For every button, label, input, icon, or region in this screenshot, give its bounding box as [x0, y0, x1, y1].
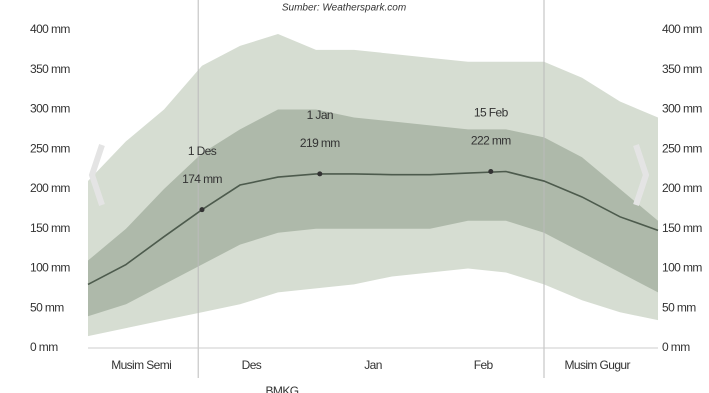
y2-tick-label: 0 mm — [662, 340, 690, 354]
annotation-value: 174 mm — [182, 172, 222, 186]
annotation-date: 1 Jan — [307, 108, 333, 122]
y2-tick-label: 300 mm — [662, 102, 702, 116]
y-tick-label: 0 mm — [30, 340, 58, 354]
y-tick-label: 250 mm — [30, 141, 70, 155]
x-tick-label: Musim Gugur — [564, 358, 630, 372]
annotation-point — [199, 207, 205, 213]
y2-tick-label: 100 mm — [662, 261, 702, 275]
annotation-value: 222 mm — [471, 134, 511, 148]
nav-left — [88, 144, 105, 206]
x-tick-label: Feb — [474, 358, 494, 372]
y-tick-label: 300 mm — [30, 102, 70, 116]
chart-footer: BMKG — [266, 384, 299, 393]
x-tick-label: Musim Semi — [111, 358, 171, 372]
x-tick-label: Des — [242, 358, 262, 372]
y-tick-label: 100 mm — [30, 261, 70, 275]
annotation-point — [317, 171, 323, 177]
median-line — [87, 170, 659, 286]
annotation-date: 15 Feb — [474, 106, 509, 120]
y2-tick-label: 250 mm — [662, 141, 702, 155]
y2-tick-label: 400 mm — [662, 22, 702, 36]
y2-tick-label: 350 mm — [662, 62, 702, 76]
annotation-date: 1 Des — [188, 144, 217, 158]
y-tick-label: 150 mm — [30, 221, 70, 235]
y-tick-label: 50 mm — [30, 300, 64, 314]
annotation-value: 219 mm — [300, 136, 340, 150]
x-tick-label: Jan — [364, 358, 382, 372]
annotation-point — [488, 169, 494, 175]
y-tick-label: 400 mm — [30, 22, 70, 36]
chart-source: Sumber: Weatherspark.com — [282, 3, 406, 14]
nav-right — [633, 144, 650, 206]
band — [88, 109, 658, 317]
y-tick-label: 200 mm — [30, 181, 70, 195]
y2-tick-label: 150 mm — [662, 221, 702, 235]
y2-tick-label: 50 mm — [662, 300, 696, 314]
y-tick-label: 350 mm — [30, 62, 70, 76]
y2-tick-label: 200 mm — [662, 181, 702, 195]
